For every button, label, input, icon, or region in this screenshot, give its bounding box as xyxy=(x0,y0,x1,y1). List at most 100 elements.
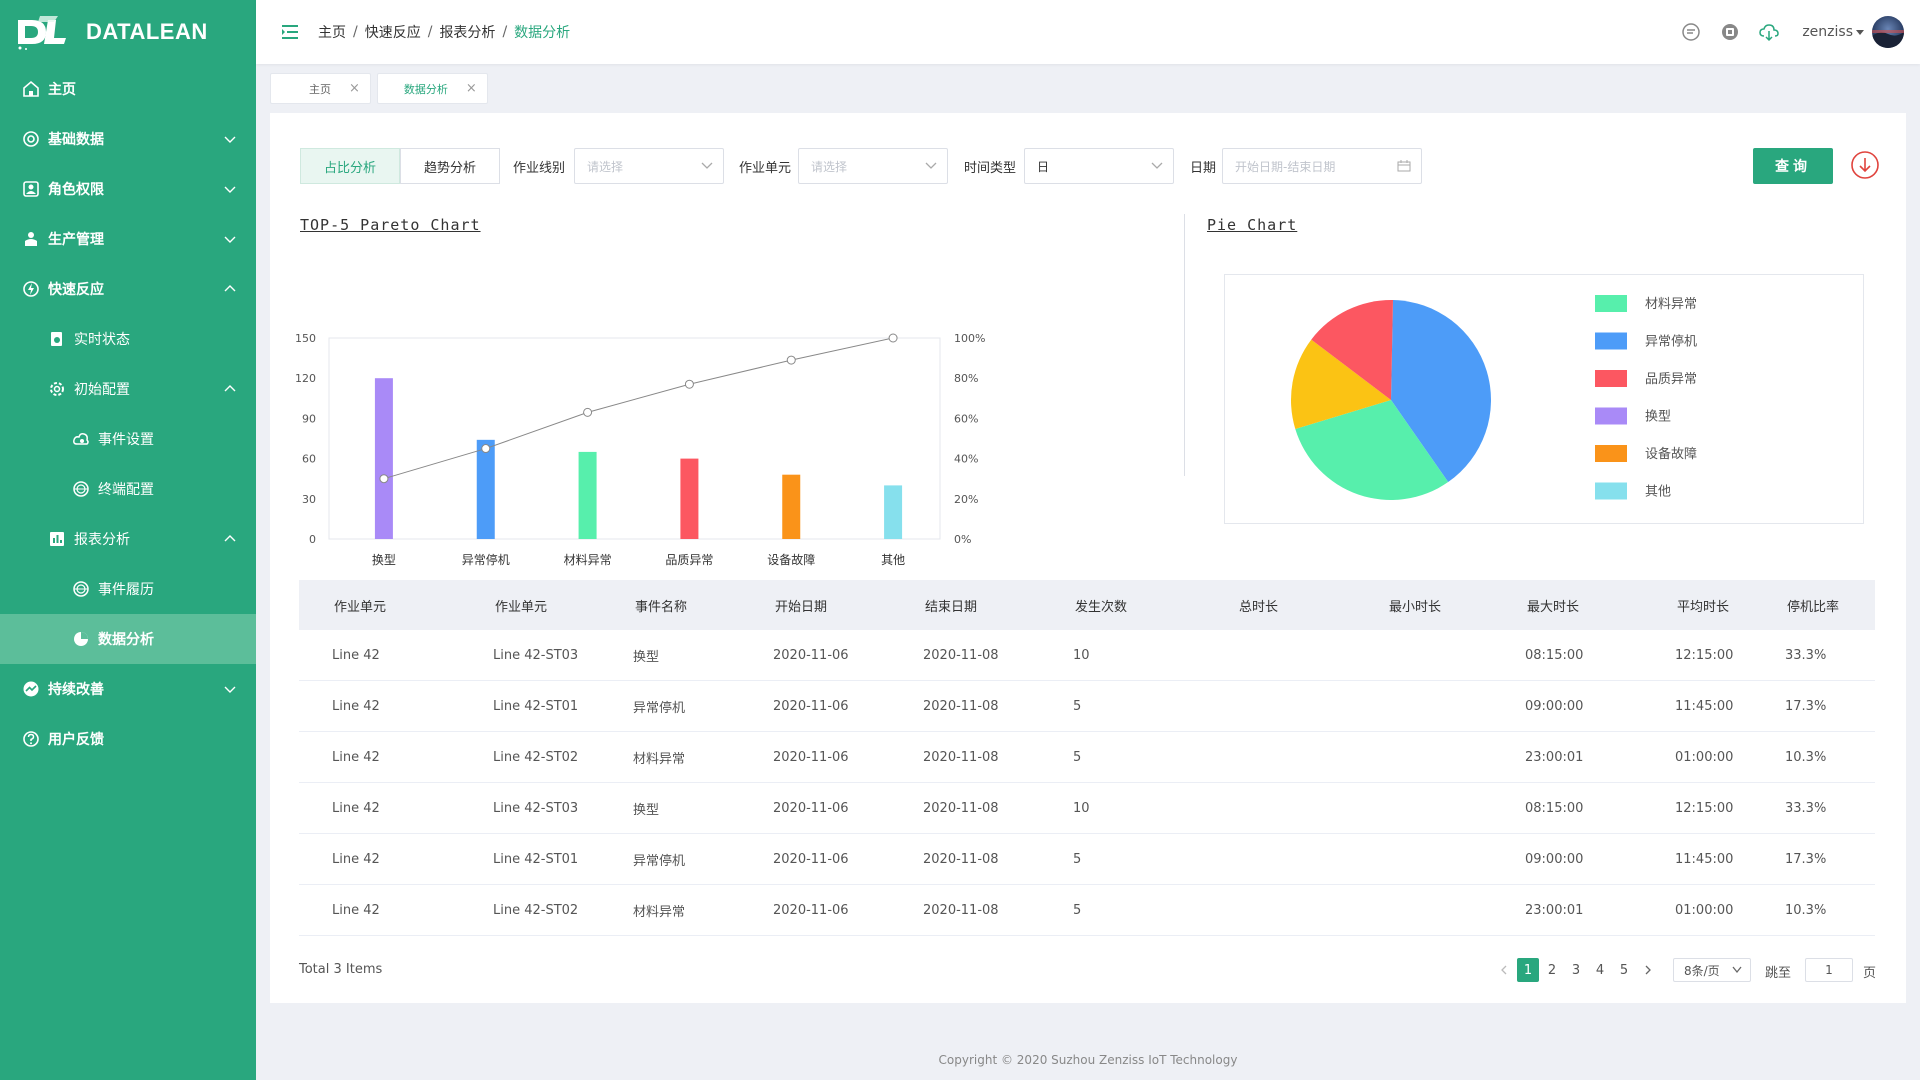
sidebar-item-event-settings[interactable]: 事件设置 xyxy=(0,414,256,464)
table-row[interactable]: Line 42 Line 42-ST03 换型 2020-11-06 2020-11-0… xyxy=(299,630,1875,681)
cumulative-point[interactable] xyxy=(379,474,389,484)
table-row[interactable]: Line 42 Line 42-ST03 换型 2020-11-06 2020-11-0… xyxy=(299,783,1875,834)
menu-toggle-icon[interactable] xyxy=(280,22,300,42)
tab-trend-analysis[interactable]: 趋势分析 xyxy=(400,148,500,184)
unit-select[interactable]: 请选择 xyxy=(798,148,948,184)
cumulative-point[interactable] xyxy=(583,407,593,417)
sidebar-item-user-feedback[interactable]: 用户反馈 xyxy=(0,714,256,764)
cumulative-point[interactable] xyxy=(786,355,796,365)
tab-ratio-analysis[interactable]: 占比分析 xyxy=(300,148,400,184)
close-icon[interactable]: × xyxy=(465,81,477,96)
table-cell: 2020-11-06 xyxy=(773,647,849,663)
sidebar-item-label: 报表分析 xyxy=(74,532,130,548)
time-type-select[interactable]: 日 xyxy=(1024,148,1174,184)
gear-icon xyxy=(48,380,66,398)
tab-data-analysis[interactable]: 数据分析 × xyxy=(376,73,488,104)
main-panel: 占比分析 趋势分析 作业线别 请选择 作业单元 请选择 时间类型 日 日期 开始… xyxy=(270,113,1906,1003)
sidebar-item-production[interactable]: 生产管理 xyxy=(0,214,256,264)
chevron-left-icon[interactable] xyxy=(1493,958,1515,982)
page-size-select[interactable]: 8条/页 xyxy=(1673,958,1751,982)
y2-tick-label: 60% xyxy=(954,412,978,425)
sidebar-item-initial-config[interactable]: 初始配置 xyxy=(0,364,256,414)
table-row[interactable]: Line 42 Line 42-ST02 材料异常 2020-11-06 2020-11… xyxy=(299,885,1875,936)
bar-chart-icon xyxy=(48,530,66,548)
chevron-down-icon xyxy=(1151,162,1163,169)
help-icon[interactable] xyxy=(1680,21,1702,43)
page-1[interactable]: 1 xyxy=(1517,958,1539,982)
line-select-placeholder: 请选择 xyxy=(587,159,624,174)
sidebar-item-basic-data[interactable]: 基础数据 xyxy=(0,114,256,164)
date-range-picker[interactable]: 开始日期-结束日期 xyxy=(1222,148,1422,184)
breadcrumb: 主页 / 快速反应 / 报表分析 / 数据分析 xyxy=(318,22,570,42)
sidebar-item-event-history[interactable]: 事件履历 xyxy=(0,564,256,614)
sidebar-item-realtime-status[interactable]: 实时状态 xyxy=(0,314,256,364)
table-cell: 01:00:00 xyxy=(1675,749,1734,765)
username[interactable]: zenziss xyxy=(1802,24,1853,40)
breadcrumb-item-home[interactable]: 主页 xyxy=(318,25,346,41)
pie-slice[interactable] xyxy=(1295,400,1449,500)
sidebar-item-home[interactable]: 主页 xyxy=(0,64,256,114)
legend-swatch xyxy=(1595,332,1627,350)
bar[interactable] xyxy=(578,451,597,539)
analysis-table: 作业单元 作业单元 事件名称 开始日期 结束日期 发生次数 总时长 最小时长 最大时长 平均时长 停… xyxy=(299,580,1875,936)
avatar[interactable] xyxy=(1872,16,1904,48)
sidebar-item-label: 用户反馈 xyxy=(48,732,104,748)
table-cell: Line 42 xyxy=(332,851,380,867)
sidebar-item-continuous-improvement[interactable]: 持续改善 xyxy=(0,664,256,714)
sidebar-item-data-analysis[interactable]: 数据分析 xyxy=(0,614,256,664)
pareto-plot-frame xyxy=(328,337,941,540)
y-tick-label: 120 xyxy=(295,372,316,385)
table-cell: 2020-11-08 xyxy=(923,800,999,816)
sidebar-item-terminal-config[interactable]: 终端配置 xyxy=(0,464,256,514)
notification-icon[interactable] xyxy=(1719,21,1741,43)
sidebar-item-label: 基础数据 xyxy=(48,132,104,148)
pie-slice[interactable] xyxy=(1311,300,1393,400)
table-row[interactable]: Line 42 Line 42-ST01 异常停机 2020-11-06 2020-11… xyxy=(299,834,1875,885)
x-tick-label: 其他 xyxy=(881,553,905,567)
bar[interactable] xyxy=(884,485,903,539)
bar[interactable] xyxy=(476,439,495,539)
cumulative-point[interactable] xyxy=(481,444,491,454)
sidebar-item-label: 事件履历 xyxy=(98,582,154,598)
sidebar-item-label: 实时状态 xyxy=(74,332,130,348)
page-5[interactable]: 5 xyxy=(1619,962,1629,978)
page-3[interactable]: 3 xyxy=(1571,962,1581,978)
x-tick-label: 材料异常 xyxy=(564,553,612,567)
cumulative-point[interactable] xyxy=(684,379,694,389)
cloud-download-icon[interactable] xyxy=(1758,21,1780,43)
sidebar-item-report-analysis[interactable]: 报表分析 xyxy=(0,514,256,564)
line-select[interactable]: 请选择 xyxy=(574,148,724,184)
sidebar-item-quick-response[interactable]: 快速反应 xyxy=(0,264,256,314)
logo[interactable]: DATALEAN xyxy=(0,0,256,64)
query-button[interactable]: 查询 xyxy=(1753,148,1833,184)
legend-label: 其他 xyxy=(1645,485,1671,500)
bar[interactable] xyxy=(680,458,699,539)
pie-chart-container: 材料异常 异常停机 品质异常 换型 设备故障 其他 xyxy=(1224,274,1864,524)
download-icon[interactable] xyxy=(1850,150,1880,180)
breadcrumb-item-report[interactable]: 报表分析 xyxy=(439,25,496,41)
tab-label: 数据分析 xyxy=(403,82,448,96)
table-cell: 异常停机 xyxy=(633,853,686,869)
table-cell: 09:00:00 xyxy=(1525,698,1584,714)
y2-tick-label: 80% xyxy=(954,372,978,385)
legend-label: 品质异常 xyxy=(1645,372,1697,387)
legend-swatch xyxy=(1595,407,1627,425)
sidebar-item-role-permission[interactable]: 角色权限 xyxy=(0,164,256,214)
bar[interactable] xyxy=(374,378,393,539)
close-icon[interactable]: × xyxy=(349,81,360,96)
x-tick-label: 品质异常 xyxy=(665,553,713,567)
bar[interactable] xyxy=(782,474,801,539)
column-header: 结束日期 xyxy=(925,599,978,615)
page-jump-input[interactable]: 1 xyxy=(1805,958,1853,982)
user-dropdown-caret-icon[interactable] xyxy=(1856,29,1864,35)
tab-home[interactable]: 主页 × xyxy=(270,73,371,104)
page-2[interactable]: 2 xyxy=(1547,962,1557,978)
chevron-right-icon[interactable] xyxy=(1637,958,1659,982)
table-row[interactable]: Line 42 Line 42-ST02 材料异常 2020-11-06 2020-11… xyxy=(299,732,1875,783)
cumulative-point[interactable] xyxy=(888,333,898,343)
pie-slice[interactable] xyxy=(1291,339,1391,429)
pie-slice[interactable] xyxy=(1391,300,1491,483)
table-row[interactable]: Line 42 Line 42-ST01 异常停机 2020-11-06 2020-11… xyxy=(299,681,1875,732)
page-4[interactable]: 4 xyxy=(1595,962,1605,978)
breadcrumb-item-quick-response[interactable]: 快速反应 xyxy=(364,25,421,41)
